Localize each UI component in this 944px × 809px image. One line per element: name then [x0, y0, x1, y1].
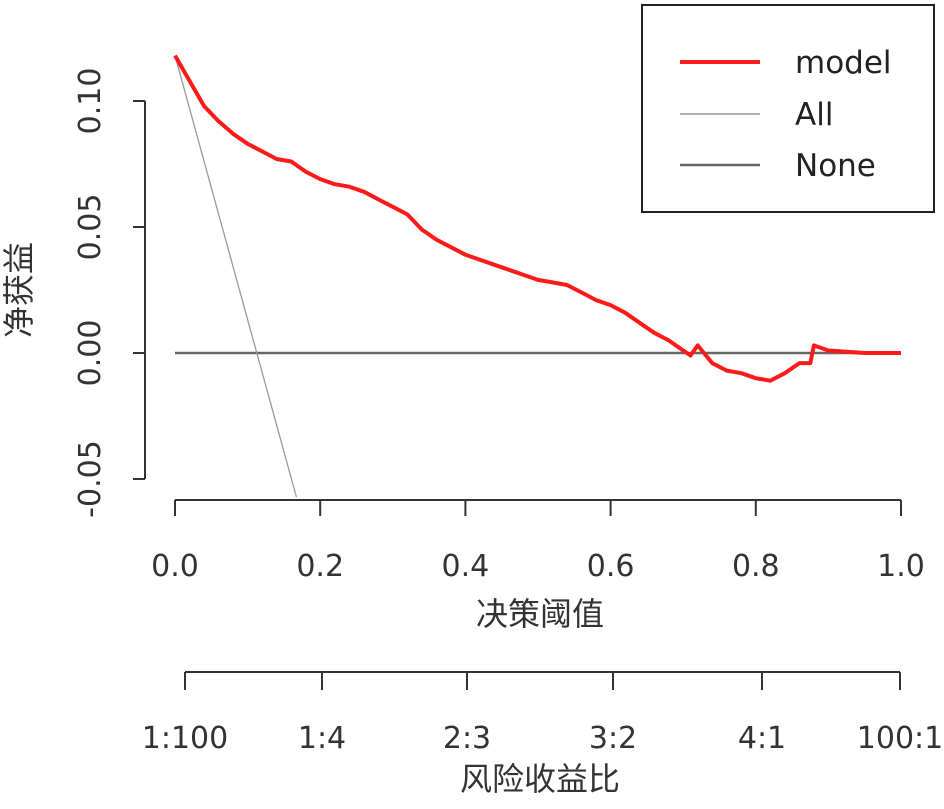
- secondary-axis-title: 风险收益比: [460, 760, 620, 798]
- y-tick-label: -0.05: [73, 440, 108, 518]
- risk-tick-label: 1:4: [298, 721, 346, 756]
- y-axis-title: 净获益: [0, 242, 38, 338]
- y-tick-label: 0.05: [73, 194, 108, 261]
- y-tick-label: 0.10: [73, 68, 108, 135]
- x-axis-title: 决策阈值: [476, 595, 604, 633]
- legend-label-none: None: [795, 148, 876, 184]
- risk-tick-label: 4:1: [738, 721, 786, 756]
- legend-box: [641, 4, 935, 213]
- x-axis: 0.0 0.2 0.4 0.6 0.8 1.0: [151, 499, 925, 584]
- risk-tick-label: 3:2: [589, 721, 637, 756]
- series-layer: [173, 54, 901, 497]
- x-tick-label: 0.2: [296, 549, 344, 584]
- series-line-model: [173, 54, 901, 383]
- legend-label-all: All: [795, 97, 833, 133]
- x-tick-label: 0.4: [442, 549, 490, 584]
- y-tick-label: 0.00: [73, 320, 108, 387]
- risk-tick-label: 1:100: [142, 721, 228, 756]
- risk-tick-label: 100:1: [857, 721, 943, 756]
- risk-tick-label: 2:3: [443, 721, 491, 756]
- legend-label-model: model: [795, 45, 892, 81]
- legend: model All None: [641, 4, 935, 213]
- y-axis: -0.05 0.00 0.05 0.10: [73, 68, 146, 518]
- x-tick-label: 1.0: [877, 549, 925, 584]
- x-tick-label: 0.6: [587, 549, 635, 584]
- x-tick-label: 0.8: [732, 549, 780, 584]
- risk-benefit-axis: 1:100 1:4 2:3 3:2 4:1 100:1: [142, 671, 943, 756]
- x-tick-label: 0.0: [151, 549, 199, 584]
- series-line-all: [174, 55, 298, 497]
